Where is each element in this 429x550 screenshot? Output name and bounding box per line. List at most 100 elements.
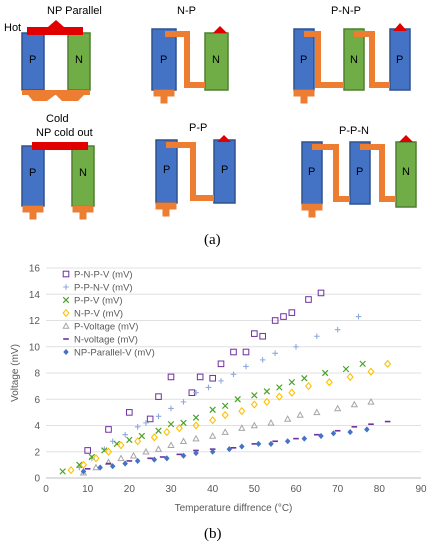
x-tick-label: 0 xyxy=(43,484,49,495)
data-point xyxy=(355,313,362,320)
data-point xyxy=(288,309,296,316)
data-point xyxy=(367,398,375,405)
hot-arrow xyxy=(399,135,413,142)
data-point xyxy=(218,378,224,384)
leg-letter-p: P xyxy=(160,54,168,66)
p-n-p-module xyxy=(293,23,411,104)
y-tick-label: 2 xyxy=(34,447,40,458)
data-point xyxy=(180,452,187,459)
n-p-title: N-P xyxy=(177,5,196,17)
data-point xyxy=(196,373,204,381)
data-point xyxy=(117,441,125,450)
x-tick-label: 90 xyxy=(415,484,427,495)
legend: P-N-P-V (mV) P-P-N-V (mV) P-P-V (mV) N-P-V … xyxy=(62,270,155,359)
legend-marker xyxy=(62,270,70,278)
data-point xyxy=(209,374,216,382)
data-points xyxy=(59,289,392,476)
data-point xyxy=(168,405,174,412)
caption-a: (a) xyxy=(204,232,221,248)
data-point xyxy=(363,426,370,433)
data-point xyxy=(301,375,308,382)
data-point xyxy=(167,420,175,428)
data-point xyxy=(180,419,187,427)
x-tick-label: 60 xyxy=(290,484,302,495)
leg-letter-p: P xyxy=(163,164,171,176)
data-point xyxy=(129,451,138,459)
x-tick-label: 70 xyxy=(332,484,344,495)
p-p-n-module xyxy=(301,135,417,218)
data-point xyxy=(301,435,308,442)
y-tick-label: 0 xyxy=(34,474,40,485)
data-point xyxy=(304,381,313,391)
data-point xyxy=(238,443,245,450)
data-point xyxy=(146,415,154,423)
data-point xyxy=(126,409,133,416)
data-point xyxy=(126,436,133,444)
hot-junction xyxy=(27,27,83,35)
data-point xyxy=(230,371,237,378)
data-point xyxy=(242,348,250,356)
series-0 xyxy=(84,289,325,454)
interconnect-1 xyxy=(312,144,350,202)
np-cold-out-title: NP cold out xyxy=(36,127,93,139)
hot-junction xyxy=(32,142,88,150)
data-point xyxy=(154,445,163,452)
data-point xyxy=(293,343,299,350)
x-axis-title: Temperature diffrence (°C) xyxy=(175,503,293,514)
y-tick-label: 10 xyxy=(29,342,41,353)
interconnect-2 xyxy=(360,144,396,202)
data-point xyxy=(155,393,162,400)
cold-arrow-right xyxy=(56,95,84,101)
data-point xyxy=(263,397,271,407)
data-point xyxy=(359,360,366,368)
data-point xyxy=(192,421,200,430)
series-2 xyxy=(59,360,366,475)
data-point xyxy=(313,408,321,416)
data-point xyxy=(134,437,142,446)
data-point xyxy=(268,440,274,448)
legend-label: N-P-V (mV) xyxy=(74,309,123,320)
p-p-n-title: P-P-N xyxy=(339,125,369,137)
data-point xyxy=(288,378,296,386)
y-axis-title: Voltage (mV) xyxy=(10,344,21,402)
legend-label: P-N-P-V (mV) xyxy=(74,270,133,281)
legend-label: P-P-V (mV) xyxy=(74,296,123,307)
data-point xyxy=(167,441,175,448)
leg-letter-n: N xyxy=(402,166,410,178)
leg-letter-n: N xyxy=(79,167,87,179)
data-point xyxy=(346,372,354,382)
data-point xyxy=(267,419,275,426)
cold-arrow-left xyxy=(28,95,55,101)
data-point xyxy=(209,406,216,413)
x-tick-label: 20 xyxy=(124,484,136,495)
series-3 xyxy=(67,359,392,475)
legend-marker xyxy=(62,322,70,329)
leg-letter-p: P xyxy=(29,54,37,66)
y-tick-label: 12 xyxy=(29,316,41,327)
n-leg xyxy=(343,28,365,91)
data-point xyxy=(221,428,229,435)
leg-letter-n: N xyxy=(75,54,83,66)
data-point xyxy=(350,400,358,408)
y-tick-label: 4 xyxy=(34,421,40,432)
interconnect xyxy=(166,142,214,201)
data-point xyxy=(122,431,128,438)
legend-label: NP-Parallel-V (mV) xyxy=(74,348,155,359)
hot-arrow xyxy=(393,23,407,31)
data-point xyxy=(280,313,287,320)
data-point xyxy=(317,289,325,297)
hot-label: Hot xyxy=(4,22,22,34)
legend-label: P-Voltage (mV) xyxy=(74,322,138,333)
data-point xyxy=(321,369,329,377)
data-point xyxy=(238,424,246,431)
legend-marker xyxy=(63,348,69,356)
data-point xyxy=(67,465,75,475)
data-point xyxy=(243,363,249,370)
hot-arrow xyxy=(217,135,231,142)
thermoelectric-configuration-diagrams xyxy=(21,20,417,220)
data-point xyxy=(251,392,258,399)
data-point xyxy=(271,317,279,324)
x-tick-label: 10 xyxy=(82,484,94,495)
y-tick-label: 8 xyxy=(34,369,40,380)
